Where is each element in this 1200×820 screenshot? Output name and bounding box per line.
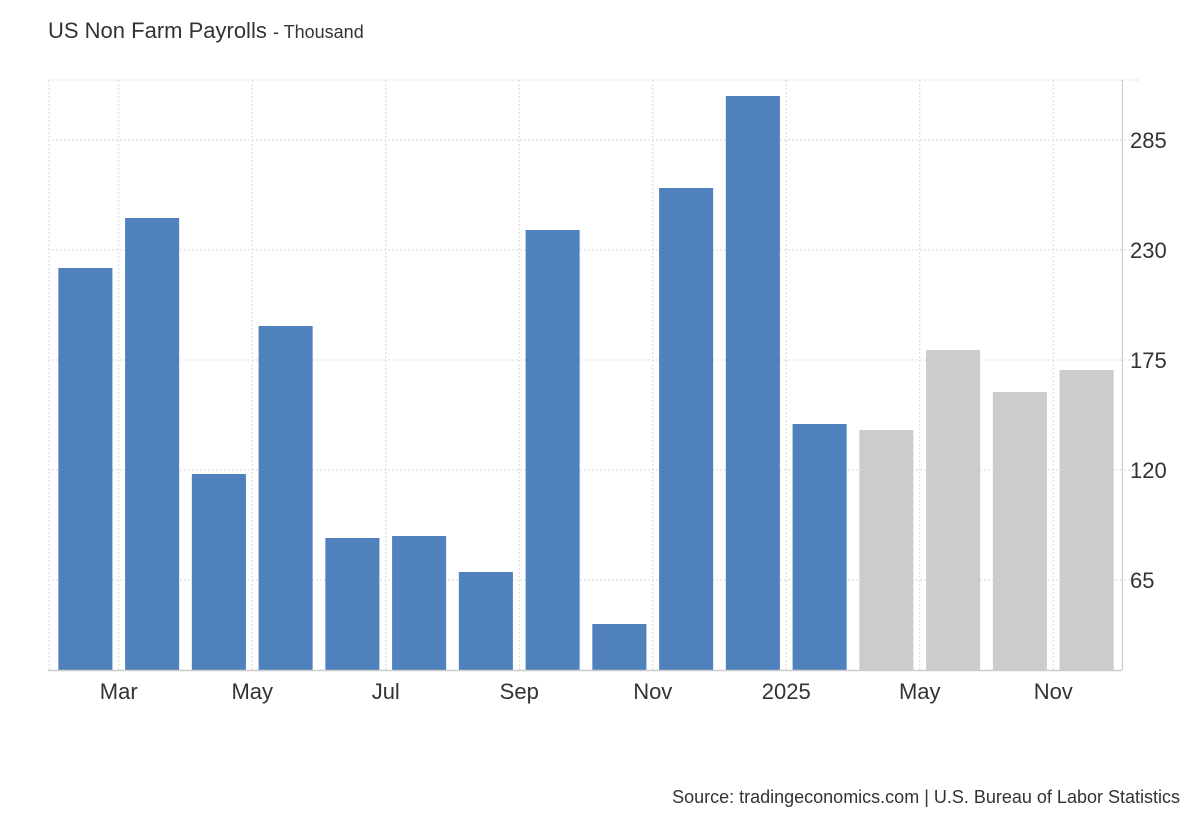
y-tick-label: 120: [1130, 458, 1167, 483]
title-unit: - Thousand: [272, 22, 364, 42]
payroll-bar: [191, 474, 246, 670]
payroll-bar: [458, 572, 513, 670]
y-tick-label: 175: [1130, 348, 1167, 373]
source-note: Source: tradingeconomics.com | U.S. Bure…: [672, 787, 1180, 807]
y-tick-label: 285: [1130, 128, 1167, 153]
forecast-bar: [1059, 370, 1114, 670]
x-tick-label: Nov: [633, 679, 672, 704]
payroll-bar: [659, 188, 714, 670]
y-tick-label: 230: [1130, 238, 1167, 263]
y-tick-label: 65: [1130, 568, 1154, 593]
payroll-bar: [392, 536, 447, 670]
x-tick-label: Jul: [372, 679, 400, 704]
payroll-bar: [325, 538, 380, 670]
payroll-bar: [725, 96, 780, 670]
payroll-bar: [58, 268, 113, 670]
forecast-bar: [859, 430, 914, 670]
x-tick-label: May: [899, 679, 941, 704]
x-tick-label: Nov: [1034, 679, 1073, 704]
forecast-bar: [992, 392, 1047, 670]
payroll-bar: [792, 424, 847, 670]
x-tick-label: 2025: [762, 679, 811, 704]
bar-chart: 65 120 175 230 285 Mar May Jul Sep Nov 2025 May Nov: [48, 79, 1167, 704]
payroll-bar: [125, 218, 180, 670]
x-tick-label: Mar: [100, 679, 138, 704]
forecast-bar: [926, 350, 981, 670]
payroll-bar: [525, 230, 580, 670]
title-text: US Non Farm Payrolls: [48, 18, 267, 43]
x-tick-label: Sep: [500, 679, 539, 704]
payroll-bar: [258, 326, 313, 670]
x-tick-label: May: [231, 679, 273, 704]
payroll-bar: [592, 624, 647, 670]
chart-title: US Non Farm Payrolls - Thousand: [48, 18, 364, 44]
